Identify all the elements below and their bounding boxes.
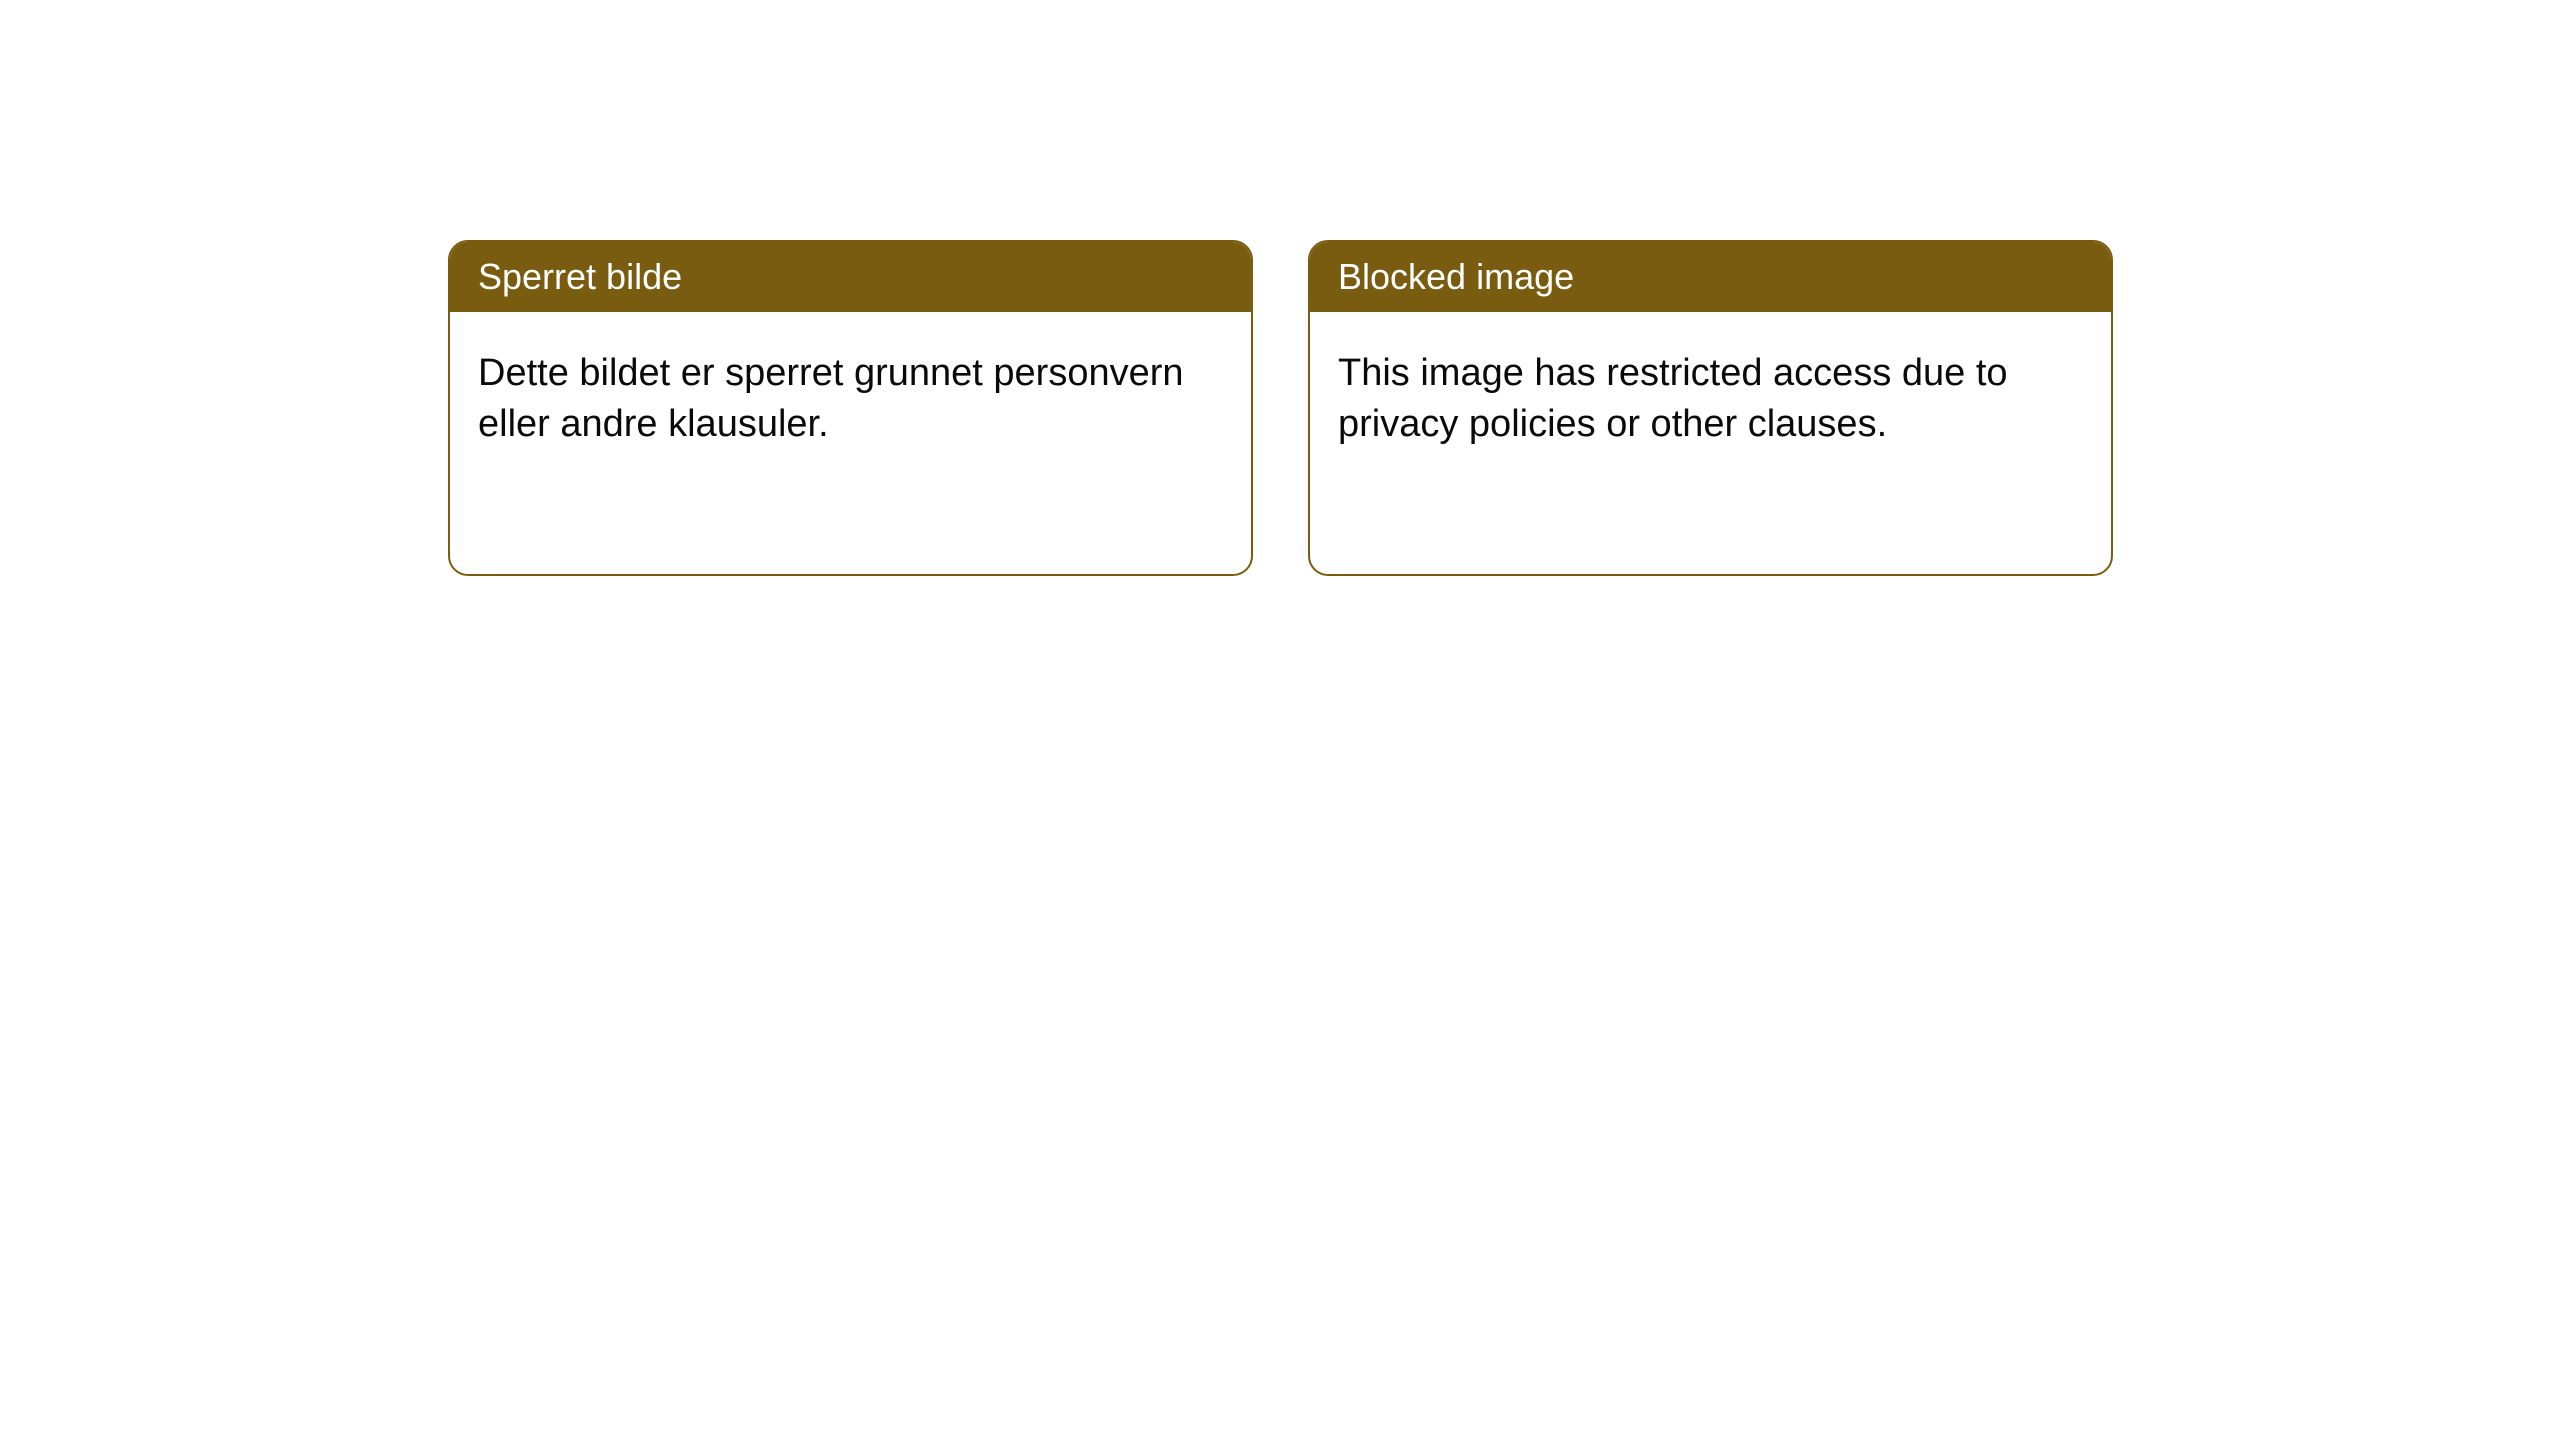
card-body-text: Dette bildet er sperret grunnet personve…: [478, 352, 1184, 445]
card-body-norwegian: Dette bildet er sperret grunnet personve…: [450, 312, 1251, 487]
notice-container: Sperret bilde Dette bildet er sperret gr…: [448, 240, 2113, 576]
card-title: Sperret bilde: [478, 256, 682, 297]
card-header-english: Blocked image: [1310, 242, 2111, 312]
card-body-english: This image has restricted access due to …: [1310, 312, 2111, 487]
card-header-norwegian: Sperret bilde: [450, 242, 1251, 312]
card-body-text: This image has restricted access due to …: [1338, 352, 2008, 445]
notice-card-norwegian: Sperret bilde Dette bildet er sperret gr…: [448, 240, 1253, 576]
notice-card-english: Blocked image This image has restricted …: [1308, 240, 2113, 576]
card-title: Blocked image: [1338, 256, 1574, 297]
